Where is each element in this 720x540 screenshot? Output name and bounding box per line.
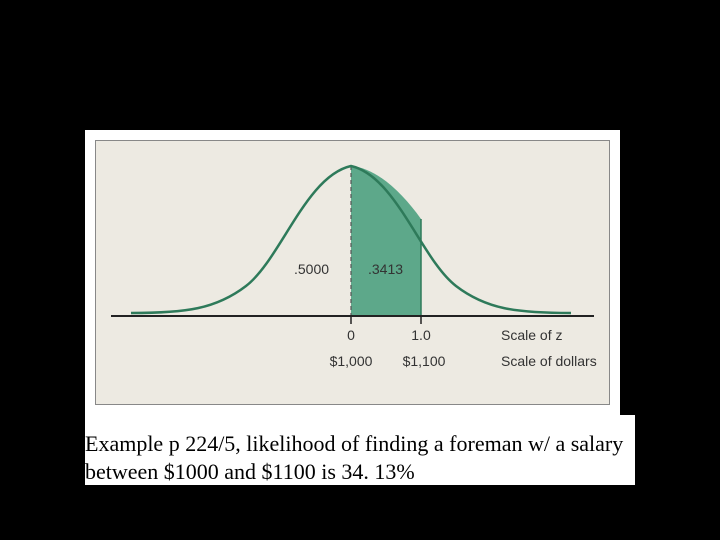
dollar-tick-0: $1,000 bbox=[321, 353, 381, 369]
slide: .5000 .3413 0 1.0 Scale of z $1,000 $1,1… bbox=[0, 0, 720, 540]
scale-dollar-label: Scale of dollars bbox=[501, 353, 597, 369]
scale-z-label: Scale of z bbox=[501, 327, 562, 343]
caption-text: Example p 224/5, likelihood of finding a… bbox=[85, 430, 635, 485]
z-tick-0: 0 bbox=[340, 327, 362, 343]
dollar-tick-1: $1,100 bbox=[394, 353, 454, 369]
chart-panel: .5000 .3413 0 1.0 Scale of z $1,000 $1,1… bbox=[85, 130, 620, 415]
chart-background: .5000 .3413 0 1.0 Scale of z $1,000 $1,1… bbox=[95, 140, 610, 405]
z-tick-1: 1.0 bbox=[406, 327, 436, 343]
area-right-label: .3413 bbox=[368, 261, 403, 277]
area-left-label: .5000 bbox=[294, 261, 329, 277]
